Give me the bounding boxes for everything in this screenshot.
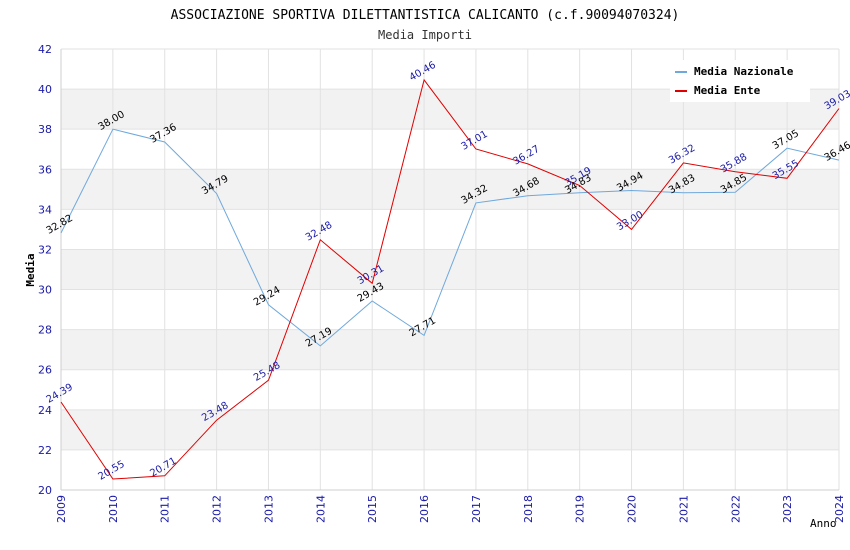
grid-bands bbox=[61, 49, 839, 490]
x-tick-label: 2012 bbox=[211, 495, 224, 523]
legend: Media Nazionale Media Ente bbox=[670, 60, 810, 102]
grid-band bbox=[61, 129, 839, 170]
legend-label-media-ente: Media Ente bbox=[694, 84, 761, 97]
series-line-media-ente bbox=[60, 78, 840, 480]
x-tick-label: 2022 bbox=[729, 495, 742, 523]
y-tick-label: 40 bbox=[38, 83, 52, 96]
x-tick-label: 2019 bbox=[574, 495, 587, 523]
y-tick-label: 26 bbox=[38, 364, 52, 377]
y-tick-label: 34 bbox=[38, 203, 52, 216]
chart-title: ASSOCIAZIONE SPORTIVA DILETTANTISTICA CA… bbox=[171, 8, 680, 23]
series-line-media-nazionale bbox=[60, 128, 840, 347]
y-tick-label: 32 bbox=[38, 243, 52, 256]
y-axis-label: Media bbox=[24, 253, 37, 286]
x-tick-label: 2014 bbox=[314, 495, 327, 523]
x-tick-label: 2023 bbox=[781, 495, 794, 523]
grid-band bbox=[61, 329, 839, 370]
chart-subtitle: Media Importi bbox=[378, 28, 472, 42]
y-tick-label: 20 bbox=[38, 484, 52, 497]
y-tick-label: 24 bbox=[38, 404, 52, 417]
y-tick-label: 28 bbox=[38, 324, 52, 337]
x-tick-label: 2013 bbox=[262, 495, 275, 523]
x-tick-label: 2021 bbox=[677, 495, 690, 523]
legend-label-media-nazionale: Media Nazionale bbox=[694, 65, 794, 78]
x-tick-label: 2017 bbox=[470, 495, 483, 523]
x-tick-label: 2024 bbox=[833, 495, 846, 523]
x-tick-label: 2011 bbox=[159, 495, 172, 523]
y-tick-label: 38 bbox=[38, 123, 52, 136]
y-tick-label: 42 bbox=[38, 43, 52, 56]
x-tick-label: 2016 bbox=[418, 495, 431, 523]
grid-band bbox=[61, 169, 839, 210]
x-axis-label: Anno bbox=[810, 517, 837, 530]
grid-band bbox=[61, 289, 839, 330]
y-tick-label: 36 bbox=[38, 163, 52, 176]
x-tick-label: 2015 bbox=[366, 495, 379, 523]
grid-band bbox=[61, 369, 839, 410]
x-tick-label: 2020 bbox=[626, 495, 639, 523]
x-tick-label: 2010 bbox=[107, 495, 120, 523]
y-tick-label: 30 bbox=[38, 284, 52, 297]
x-tick-label: 2009 bbox=[55, 495, 68, 523]
x-tick-label: 2018 bbox=[522, 495, 535, 523]
legend-box bbox=[670, 60, 810, 102]
y-tick-label: 22 bbox=[38, 444, 52, 457]
grid-band bbox=[61, 409, 839, 450]
series-layer bbox=[60, 78, 840, 480]
grid-band bbox=[61, 209, 839, 250]
axes bbox=[60, 49, 839, 491]
grid-band bbox=[61, 449, 839, 490]
